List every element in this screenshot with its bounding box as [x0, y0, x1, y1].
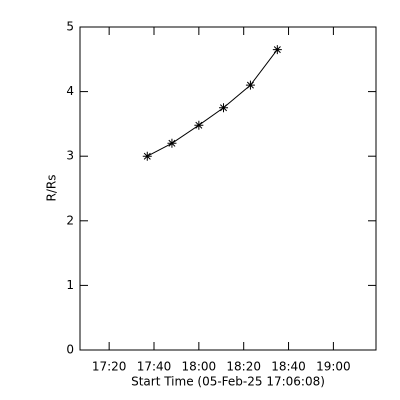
x-tick-label: 17:20: [92, 360, 127, 374]
y-tick-label: 2: [66, 213, 74, 227]
marker: [194, 120, 204, 130]
marker: [245, 80, 255, 90]
data-line: [147, 49, 278, 157]
x-tick-label: 19:00: [316, 360, 351, 374]
x-tick-label: 18:00: [182, 360, 217, 374]
y-tick-label: 1: [66, 278, 74, 292]
y-axis-title: R/Rs: [45, 175, 59, 202]
x-tick-label: 18:20: [226, 360, 261, 374]
marker: [142, 151, 152, 161]
plot-frame: [79, 26, 377, 351]
y-tick-label: 4: [66, 84, 74, 98]
x-tick-label: 17:40: [137, 360, 172, 374]
marker: [167, 138, 177, 148]
y-tick-label: 0: [66, 343, 74, 357]
marker: [219, 103, 229, 113]
x-axis-title: Start Time (05-Feb-25 17:06:08): [131, 375, 325, 389]
x-tick-label: 18:40: [271, 360, 306, 374]
y-tick-label: 5: [66, 20, 74, 34]
y-tick-label: 3: [66, 149, 74, 163]
marker: [272, 45, 282, 55]
